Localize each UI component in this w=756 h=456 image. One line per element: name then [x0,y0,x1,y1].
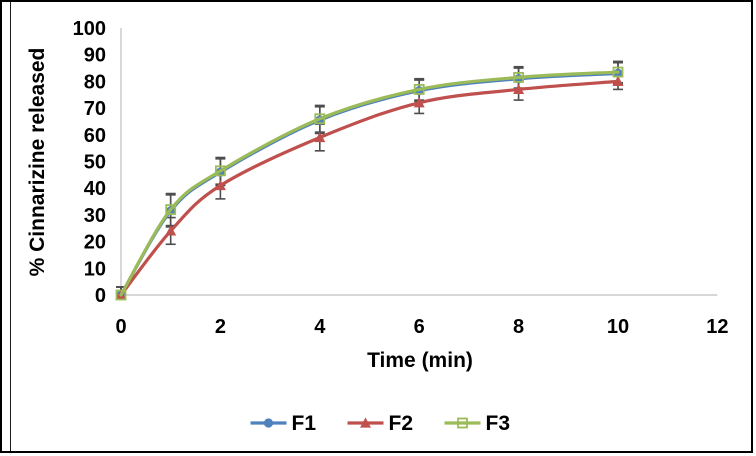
x-tick-label: 0 [115,316,126,338]
marker-f3 [612,66,624,78]
y-axis-title: % Cinnarizine released [26,48,49,277]
marker-f3 [214,165,226,177]
marker-f3 [314,113,326,125]
legend-swatch-marker [263,418,274,428]
y-tick-label: 30 [84,205,106,227]
marker-f3 [513,71,524,83]
y-tick-label: 20 [84,232,106,254]
inner-border-line [10,2,11,451]
marker-f2 [413,97,425,108]
marker-f2 [513,83,525,95]
x-tick-label: 12 [706,316,728,338]
y-tick-label: 60 [84,125,106,147]
series-f1 [116,68,623,300]
legend: F1 F2 F3 [250,412,511,435]
legend-swatch-marker [457,417,468,429]
x-tick-label: 4 [314,316,326,338]
x-axis-title: Time (min) [367,349,473,372]
y-tick-label: 90 [84,45,106,67]
legend-item-f2: F2 [347,412,414,435]
legend-item-f1: F1 [250,412,317,435]
marker-f2 [314,131,326,143]
axes: 0 10 20 30 40 50 60 70 80 90 100 0 2 4 6 8 10 12 [73,18,729,338]
marker-f2 [214,180,226,191]
x-tick-label: 8 [513,316,524,338]
y-tick-label: 80 [84,71,106,93]
marker-f3 [115,289,127,301]
x-tick-label: 6 [414,316,425,338]
series-f2 [115,75,624,300]
series-line-f3 [119,70,620,297]
marker-f3 [165,204,177,215]
legend-label: F3 [486,412,511,435]
marker-f2 [165,225,177,236]
x-tick-label: 2 [215,316,226,338]
legend-item-f3: F3 [444,412,511,435]
y-tick-label: 0 [95,285,106,307]
x-tick-label: 10 [607,316,629,338]
y-tick-label: 50 [84,152,106,174]
marker-f3 [413,84,425,95]
series-f3 [115,66,624,301]
y-tick-label: 10 [84,258,106,280]
legend-label: F2 [389,412,414,435]
legend-swatch-marker [360,417,371,428]
legend-label: F1 [292,412,317,435]
plot-area [115,60,624,301]
y-tick-label: 100 [73,18,106,40]
y-tick-label: 70 [84,98,106,120]
marker-f2 [612,75,624,86]
y-tick-label: 40 [84,178,106,200]
